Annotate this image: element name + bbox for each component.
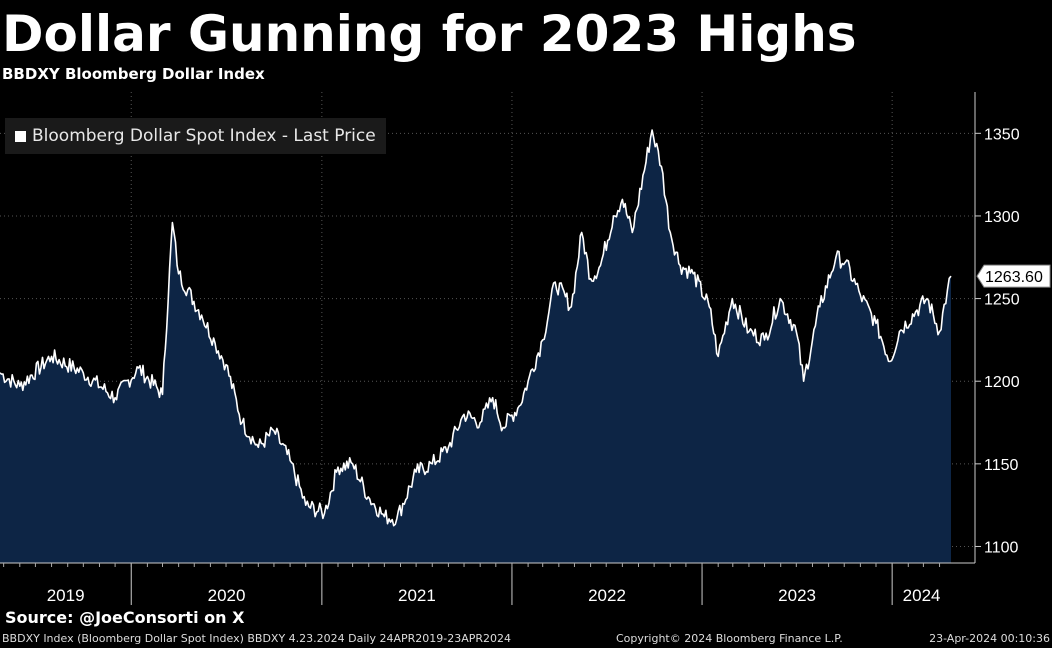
legend-label: Bloomberg Dollar Spot Index - Last Price	[32, 126, 376, 146]
footer-timestamp: 23-Apr-2024 00:10:36	[929, 632, 1050, 645]
y-tick-label: 1150	[984, 457, 1019, 474]
legend-swatch-icon	[15, 130, 26, 142]
x-tick-label: 2022	[588, 586, 626, 605]
x-tick-label: 2019	[47, 586, 85, 605]
footer-index-info: BBDXY Index (Bloomberg Dollar Spot Index…	[2, 632, 512, 645]
y-tick-label: 1300	[984, 209, 1020, 226]
y-tick-label: 1100	[984, 539, 1019, 556]
y-tick-label: 1350	[984, 126, 1020, 143]
last-price-marker	[976, 264, 1051, 288]
chart-title: Dollar Gunning for 2023 Highs	[2, 5, 857, 63]
x-tick-label: 2021	[398, 586, 436, 605]
y-tick-label: 1200	[984, 374, 1020, 391]
source-note: Source: @JoeConsorti on X	[5, 608, 245, 627]
chart-subtitle: BBDXY Bloomberg Dollar Index	[2, 65, 265, 83]
x-tick-label: 2023	[778, 586, 816, 605]
series-line	[0, 129, 952, 527]
y-tick-label: 1250	[984, 292, 1020, 309]
chart-legend: Bloomberg Dollar Spot Index - Last Price	[5, 118, 386, 154]
footer-copyright: Copyright© 2024 Bloomberg Finance L.P.	[616, 632, 843, 645]
x-tick-label: 2024	[903, 586, 941, 605]
last-price-label: 1263.60	[985, 269, 1043, 286]
x-tick-label: 2020	[208, 586, 246, 605]
series-area	[0, 130, 951, 563]
